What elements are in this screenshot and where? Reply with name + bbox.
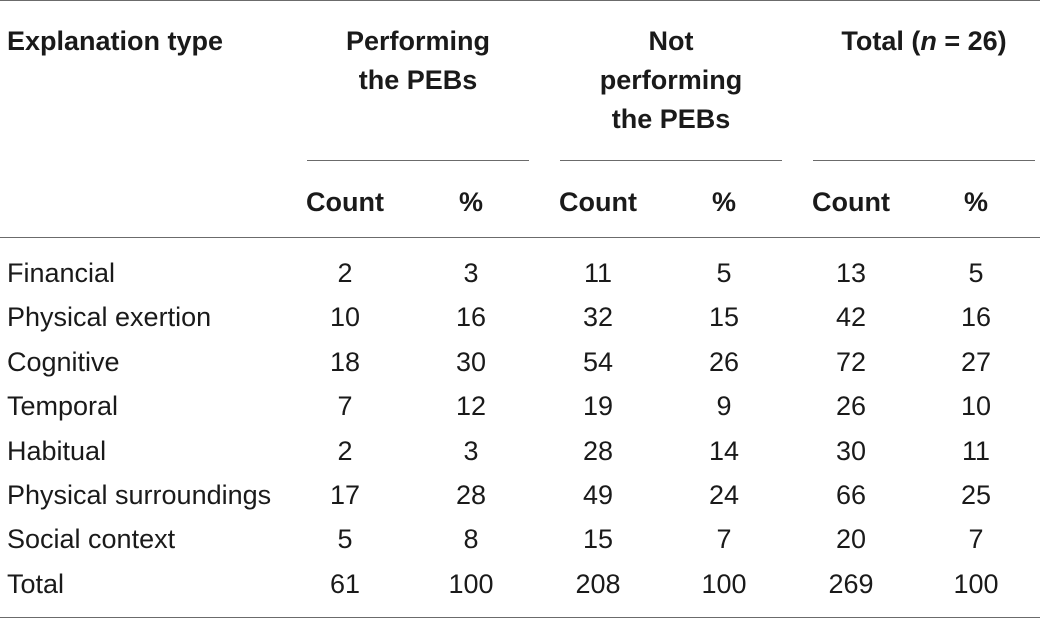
header-bottom-rule bbox=[0, 237, 1040, 238]
total-label-prefix: Total ( bbox=[841, 26, 921, 56]
table-cell: 54 bbox=[582, 346, 614, 377]
table-cell: 20 bbox=[835, 524, 867, 555]
bottom-rule bbox=[0, 617, 1040, 618]
table-cell: 100 bbox=[448, 568, 494, 599]
group-header-not-performing: Not performing the PEBs bbox=[553, 22, 789, 139]
table-cell: 100 bbox=[953, 568, 999, 599]
group-header-line: Total (n = 26) bbox=[806, 22, 1040, 61]
table-cell: 5 bbox=[968, 258, 984, 288]
table-cell: 13 bbox=[835, 258, 867, 288]
table-cell: 15 bbox=[708, 302, 740, 333]
table-cell: 3 bbox=[463, 435, 479, 466]
table-cell: 30 bbox=[455, 346, 487, 377]
column-header-percent: % bbox=[963, 187, 988, 217]
table-cell: 12 bbox=[455, 391, 487, 422]
column-header-explanation-type: Explanation type bbox=[7, 26, 224, 56]
group-header-line: Performing bbox=[345, 26, 491, 56]
table-cell: 5 bbox=[337, 524, 353, 555]
table-cell: 28 bbox=[582, 435, 614, 466]
table-cell: 8 bbox=[463, 524, 479, 555]
table-cell: 5 bbox=[716, 258, 732, 288]
table-cell: 3 bbox=[463, 258, 479, 288]
table-cell: 30 bbox=[835, 435, 867, 466]
table-cell: 7 bbox=[968, 524, 984, 555]
row-label: Financial bbox=[7, 258, 116, 288]
table-cell: 66 bbox=[835, 480, 867, 510]
table-cell: 16 bbox=[455, 302, 487, 333]
table-cell: 7 bbox=[716, 524, 732, 555]
table-cell: 2 bbox=[337, 435, 353, 466]
group-header-line: the PEBs bbox=[611, 104, 731, 134]
row-label: Total bbox=[7, 568, 65, 599]
group-underline-performing bbox=[307, 160, 529, 161]
table-cell: 16 bbox=[960, 302, 992, 333]
total-label-suffix: = 26) bbox=[936, 26, 1007, 56]
group-header-line: performing bbox=[599, 65, 743, 95]
column-header-count: Count bbox=[306, 187, 384, 217]
table-cell: 9 bbox=[716, 391, 732, 422]
table-cell: 10 bbox=[329, 302, 361, 333]
table-cell: 32 bbox=[582, 302, 614, 333]
row-label: Social context bbox=[7, 524, 176, 555]
table-cell: 10 bbox=[960, 391, 992, 422]
table-cell: 61 bbox=[329, 568, 361, 599]
table-cell: 17 bbox=[329, 480, 361, 510]
group-header-performing: Performing the PEBs bbox=[300, 22, 536, 100]
total-label-n: n bbox=[920, 26, 937, 56]
table-cell: 208 bbox=[575, 568, 621, 599]
table-cell: 2 bbox=[337, 258, 353, 288]
table-cell: 7 bbox=[337, 391, 353, 422]
table-cell: 11 bbox=[583, 258, 613, 288]
row-label: Physical surroundings bbox=[7, 480, 272, 510]
top-rule bbox=[0, 0, 1040, 1]
column-header-count: Count bbox=[559, 187, 637, 217]
table-cell: 11 bbox=[961, 435, 991, 466]
table-cell: 24 bbox=[708, 480, 740, 510]
group-header-line: the PEBs bbox=[358, 65, 478, 95]
row-label: Cognitive bbox=[7, 346, 120, 377]
table-cell: 15 bbox=[582, 524, 614, 555]
column-header-percent: % bbox=[711, 187, 736, 217]
table-cell: 49 bbox=[582, 480, 614, 510]
row-label: Temporal bbox=[7, 391, 119, 422]
table-cell: 27 bbox=[960, 346, 992, 377]
row-label: Physical exertion bbox=[7, 302, 212, 333]
table-cell: 19 bbox=[582, 391, 614, 422]
table-cell: 72 bbox=[835, 346, 867, 377]
group-header-line: Not bbox=[648, 26, 694, 56]
group-underline-not-performing bbox=[560, 160, 782, 161]
table-cell: 100 bbox=[701, 568, 747, 599]
group-underline-total bbox=[813, 160, 1035, 161]
table-cell: 25 bbox=[960, 480, 992, 510]
table-cell: 18 bbox=[329, 346, 361, 377]
table-cell: 42 bbox=[835, 302, 867, 333]
table-cell: 26 bbox=[708, 346, 740, 377]
column-header-count: Count bbox=[812, 187, 890, 217]
table-cell: 269 bbox=[828, 568, 874, 599]
table-cell: 14 bbox=[708, 435, 740, 466]
column-header-percent: % bbox=[458, 187, 483, 217]
group-header-total: Total (n = 26) bbox=[806, 22, 1040, 61]
table-cell: 26 bbox=[835, 391, 867, 422]
table-cell: 28 bbox=[455, 480, 487, 510]
row-label: Habitual bbox=[7, 435, 107, 466]
